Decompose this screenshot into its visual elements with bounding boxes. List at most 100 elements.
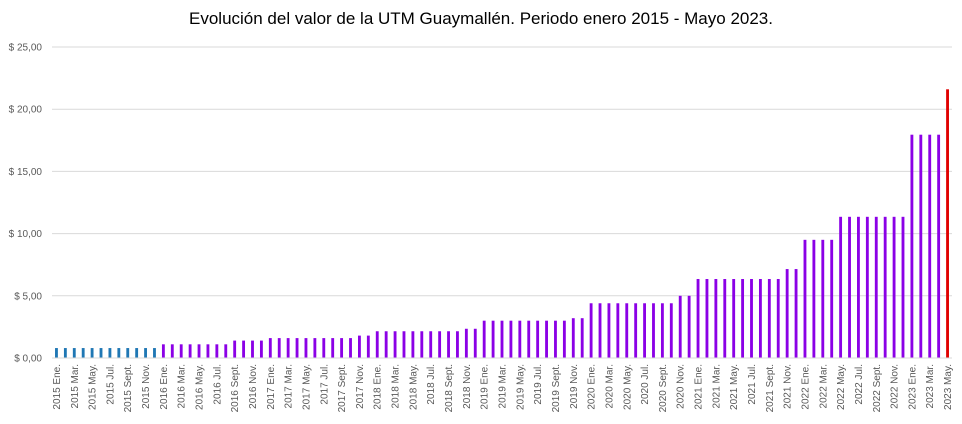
bar xyxy=(857,216,860,358)
bar xyxy=(402,331,406,358)
y-tick-label: $ 10,00 xyxy=(9,229,43,240)
bar xyxy=(197,344,201,358)
bar xyxy=(206,344,210,358)
x-tick-label: 2017 Jul. xyxy=(319,364,330,405)
y-axis-ticks: $ 0,00 $ 5,00 $ 10,00 $ 15,00 $ 20,00 $ 25,00 xyxy=(9,43,43,365)
bar xyxy=(625,303,629,358)
bar xyxy=(322,338,326,358)
bar xyxy=(910,134,914,358)
x-tick-label: 2022 Jul. xyxy=(854,364,865,405)
bar xyxy=(803,239,807,358)
bar xyxy=(928,134,932,358)
bar xyxy=(170,344,174,358)
bar xyxy=(652,303,655,358)
bar xyxy=(277,338,281,358)
bar xyxy=(135,348,139,358)
bar xyxy=(874,216,878,358)
bar xyxy=(384,331,388,358)
bar xyxy=(580,318,584,358)
x-tick-label: 2015 Nov. xyxy=(141,364,152,409)
bar xyxy=(776,279,780,358)
bar xyxy=(571,318,575,358)
bar xyxy=(456,331,459,358)
bar xyxy=(90,348,94,358)
y-tick-label: $ 0,00 xyxy=(14,354,42,365)
bar xyxy=(358,335,361,358)
bar xyxy=(473,328,477,358)
x-axis-ticks: 2015 Ene. 2015 Mar. 2015 May. 2015 Jul. 2015… xyxy=(52,364,954,412)
bar xyxy=(732,279,736,358)
x-tick-label: 2022 Sept. xyxy=(872,364,883,412)
bar xyxy=(696,279,700,358)
bar xyxy=(919,134,923,358)
bar xyxy=(153,348,156,358)
bar xyxy=(723,279,727,358)
bar xyxy=(589,303,593,358)
x-tick-label: 2016 Mar. xyxy=(177,364,188,408)
y-tick-label: $ 25,00 xyxy=(9,43,43,54)
x-tick-label: 2021 May. xyxy=(729,364,740,410)
bar xyxy=(117,348,121,358)
bar xyxy=(705,279,709,358)
x-tick-label: 2018 Mar. xyxy=(391,364,402,408)
bar xyxy=(420,331,424,358)
bar xyxy=(188,344,192,358)
x-tick-label: 2020 Nov. xyxy=(676,364,687,409)
bar xyxy=(99,348,103,358)
bar xyxy=(366,335,370,358)
bar xyxy=(268,338,272,358)
bar xyxy=(598,303,602,358)
x-tick-label: 2021 Nov. xyxy=(783,364,794,409)
bar xyxy=(643,303,646,358)
bar xyxy=(491,320,495,358)
x-tick-label: 2020 May. xyxy=(622,364,633,410)
bar xyxy=(349,338,352,358)
x-tick-label: 2018 Jul. xyxy=(426,364,437,405)
x-tick-label: 2018 May. xyxy=(408,364,419,410)
bar xyxy=(883,216,887,358)
bar xyxy=(286,338,290,358)
x-tick-label: 2018 Ene. xyxy=(373,364,384,410)
bar xyxy=(785,269,789,358)
bar xyxy=(126,348,130,358)
bar xyxy=(340,338,344,358)
bar xyxy=(554,320,557,358)
bar xyxy=(687,295,691,358)
y-tick-label: $ 5,00 xyxy=(14,291,42,302)
bar xyxy=(161,344,165,358)
bar xyxy=(411,331,415,358)
gridlines xyxy=(52,46,952,359)
bar xyxy=(447,331,450,358)
chart-title: Evolución del valor de la UTM Guaymallén… xyxy=(189,9,773,28)
bar xyxy=(215,344,219,358)
bar xyxy=(331,338,335,358)
bar xyxy=(607,303,611,358)
bar xyxy=(750,279,753,358)
bar xyxy=(429,331,433,358)
bar xyxy=(714,279,718,358)
x-tick-label: 2020 Ene. xyxy=(587,364,598,410)
bar xyxy=(251,340,254,358)
x-tick-label: 2023 Mar. xyxy=(925,364,936,408)
bar xyxy=(865,216,869,358)
bar xyxy=(259,340,263,358)
bar xyxy=(144,348,147,358)
bar xyxy=(393,331,397,358)
y-tick-label: $ 20,00 xyxy=(9,105,43,116)
bar xyxy=(848,216,851,358)
x-tick-label: 2017 Nov. xyxy=(355,364,366,409)
bars xyxy=(55,89,949,359)
x-tick-label: 2019 Sept. xyxy=(551,364,562,412)
bar xyxy=(81,348,85,358)
bar xyxy=(545,320,548,358)
x-tick-label: 2022 Nov. xyxy=(890,364,901,409)
x-tick-label: 2021 Ene. xyxy=(694,364,705,410)
x-tick-label: 2015 Jul. xyxy=(105,364,116,405)
x-tick-label: 2017 Mar. xyxy=(284,364,295,408)
bar xyxy=(438,331,442,358)
x-tick-label: 2020 Jul. xyxy=(640,364,651,405)
x-tick-label: 2019 Nov. xyxy=(569,364,580,409)
x-tick-label: 2020 Mar. xyxy=(604,364,615,408)
bar xyxy=(830,239,834,358)
